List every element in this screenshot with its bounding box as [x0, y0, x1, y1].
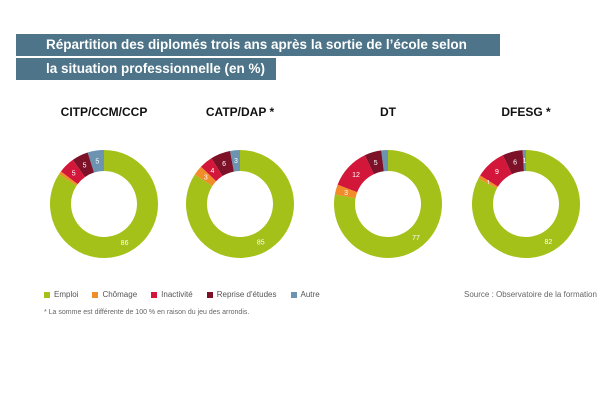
data-label-ch-mage: 3 — [204, 175, 208, 182]
data-label-inactivit: 12 — [352, 172, 360, 179]
slice-autre — [522, 150, 526, 172]
slice-reprise-d-tudes — [502, 150, 524, 175]
chart-title-line-1: Répartition des diplomés trois ans après… — [16, 34, 500, 56]
source-note: Source : Observatoire de la formation — [464, 290, 597, 299]
legend-label-autre: Autre — [300, 290, 320, 299]
slice-autre — [381, 150, 388, 172]
slice-reprise-d-tudes — [364, 150, 384, 175]
legend-swatch-inactivite — [151, 291, 158, 298]
legend-label-chomage: Chômage — [102, 290, 138, 299]
slice-ch-mage — [334, 184, 358, 199]
data-label-inactivit: 5 — [72, 170, 76, 177]
legend-label-inactivite: Inactivité — [161, 290, 193, 299]
data-label-autre: 1 — [523, 158, 527, 165]
legend-item-reprise-etudes: Reprise d'études — [206, 290, 277, 299]
slice-autre — [87, 150, 104, 173]
donut-title: DT — [380, 105, 397, 119]
legend-swatch-autre — [290, 291, 297, 298]
slice-reprise-d-tudes — [211, 150, 234, 177]
slice-inactivit — [480, 155, 512, 187]
data-label-emploi: 82 — [544, 239, 552, 246]
data-label-reprise-d-tudes: 5 — [374, 160, 378, 167]
legend-label-emploi: Emploi — [54, 290, 79, 299]
slice-ch-mage — [194, 166, 217, 187]
slice-ch-mage — [478, 175, 498, 189]
donut-title: DFESG * — [501, 105, 551, 119]
legend: Emploi Chômage Inactivité Reprise d'étud… — [44, 290, 334, 299]
data-label-emploi: 86 — [121, 240, 129, 247]
data-label-inactivit: 9 — [495, 169, 499, 176]
data-label-autre: 3 — [234, 158, 238, 165]
slice-inactivit — [200, 158, 223, 182]
slice-ch-mage — [58, 171, 78, 186]
slice-emploi — [333, 150, 442, 258]
legend-item-autre: Autre — [290, 290, 320, 299]
data-label-emploi: 77 — [412, 235, 420, 242]
data-label-ch-mage: 1 — [486, 180, 490, 187]
data-label-inactivit: 4 — [211, 168, 215, 175]
slice-emploi — [49, 150, 158, 258]
data-label-ch-mage: 3 — [344, 190, 348, 197]
slice-emploi — [471, 150, 580, 258]
chart-title-line-2: la situation professionnelle (en %) — [16, 58, 276, 80]
donut-dt: DT 5 12 3 77 — [333, 105, 442, 258]
slice-emploi — [186, 150, 295, 258]
footnote: * La somme est différente de 100 % en ra… — [44, 309, 250, 316]
legend-item-emploi: Emploi — [44, 290, 78, 299]
donut-title: CITP/CCM/CCP — [61, 105, 148, 119]
legend-item-inactivite: Inactivité — [151, 290, 193, 299]
legend-swatch-chomage — [92, 291, 99, 298]
legend-swatch-reprise-etudes — [206, 291, 213, 298]
donut-title: CATP/DAP * — [206, 105, 275, 119]
slice-reprise-d-tudes — [72, 152, 94, 178]
data-label-emploi: 85 — [257, 240, 265, 247]
legend-label-reprise-etudes: Reprise d'études — [216, 290, 277, 299]
data-label-reprise-d-tudes: 6 — [222, 161, 226, 168]
data-label-autre: 5 — [95, 159, 99, 166]
legend-item-chomage: Chômage — [92, 290, 137, 299]
slice-inactivit — [337, 155, 374, 193]
data-label-reprise-d-tudes: 6 — [513, 159, 517, 166]
slice-autre — [229, 150, 240, 172]
data-label-reprise-d-tudes: 5 — [83, 163, 87, 170]
slice-inactivit — [60, 159, 85, 185]
legend-swatch-emploi — [44, 291, 50, 298]
